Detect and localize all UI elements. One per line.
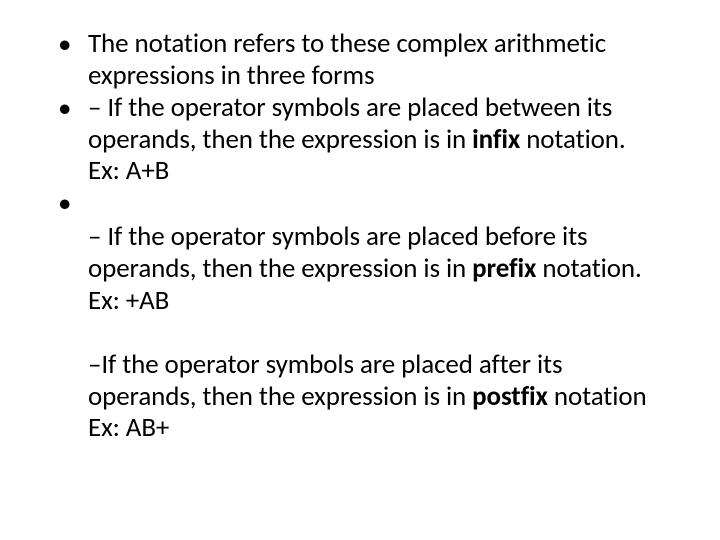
bullet-marker: • [58, 187, 88, 221]
bullet-item-2: • – If the operator symbols are placed b… [58, 92, 658, 188]
continuation-text-1: – If the operator symbols are placed bef… [88, 221, 658, 317]
bullet-text-1: The notation refers to these complex ari… [88, 28, 658, 92]
bullet-dot: • [58, 29, 71, 61]
bullet-marker: • [58, 28, 88, 62]
continuation-text-2: –If the operator symbols are placed afte… [88, 349, 658, 445]
bullet-item-3: • [58, 187, 658, 221]
bullet-text-2: – If the operator symbols are placed bet… [88, 92, 658, 188]
bullet-dot: • [58, 188, 71, 220]
bullet-dot: • [58, 93, 71, 125]
paragraph-gap [58, 317, 658, 349]
slide: • The notation refers to these complex a… [0, 0, 720, 540]
bullet-marker: • [58, 92, 88, 126]
bullet-item-1: • The notation refers to these complex a… [58, 28, 658, 92]
